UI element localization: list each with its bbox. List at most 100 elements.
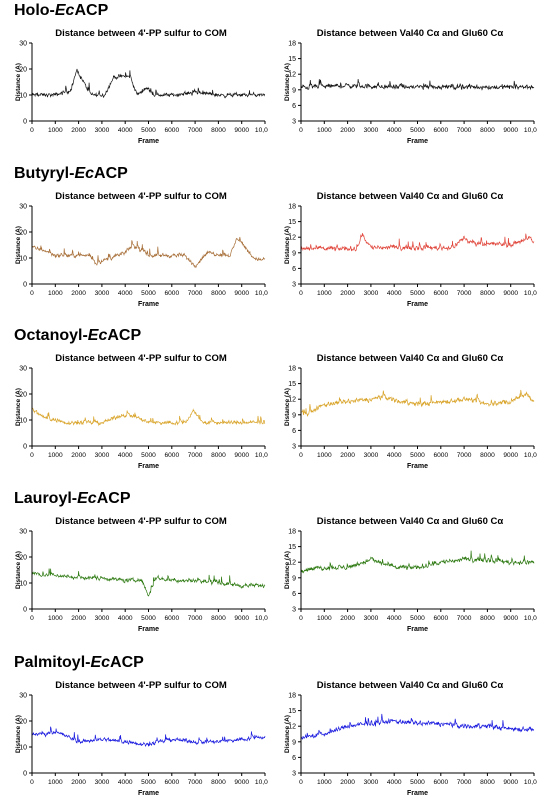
x-tick-label: 1000 xyxy=(48,615,63,622)
chart-svg: 0 10 20 30 0 1000 2000 3000 4000 5000 6000 7000 8000… xyxy=(15,529,268,634)
panel-val40-glu60: Distance between Val40 Cα and Glu60 Cα 3 6… xyxy=(283,516,537,646)
x-tick-label: 7000 xyxy=(457,779,472,786)
chart-svg: 3 6 9 12 15 18 0 1000 2000 3000 4000 5000 6000 7000 80… xyxy=(284,693,537,798)
x-tick-label: 3000 xyxy=(364,779,379,786)
x-tick-label: 6000 xyxy=(164,779,179,786)
y-axis-label: Distance (A) xyxy=(15,715,22,753)
y-axis-label: Distance (A) xyxy=(284,63,291,101)
x-tick-label: 9000 xyxy=(234,127,249,134)
x-tick-label: 3000 xyxy=(364,615,379,622)
section-title-suffix: ACP xyxy=(96,490,131,507)
y-tick-label: 30 xyxy=(19,366,27,373)
x-axis-label: Frame xyxy=(407,301,428,308)
chart-svg: 0 10 20 30 0 1000 2000 3000 4000 5000 6000 7000 8000… xyxy=(15,204,268,309)
x-tick-label: 3000 xyxy=(95,615,110,622)
x-tick-label: 9000 xyxy=(234,290,249,297)
x-tick-label: 7000 xyxy=(188,452,203,459)
chart-title: Distance between 4'-PP sulfur to COM xyxy=(55,28,227,39)
y-tick-label: 3 xyxy=(292,282,296,289)
x-tick-label: 0 xyxy=(30,452,34,459)
section-title: Lauroyl-EcACP xyxy=(14,490,130,508)
panel-val40-glu60: Distance between Val40 Cα and Glu60 Cα 3 6… xyxy=(283,191,537,321)
x-tick-label: 8000 xyxy=(480,127,495,134)
panel-val40-glu60: Distance between Val40 Cα and Glu60 Cα 3 6… xyxy=(283,353,537,483)
section-title-suffix: ACP xyxy=(107,327,142,344)
x-axis-label: Frame xyxy=(138,626,159,633)
x-tick-label: 10,000 xyxy=(255,452,268,459)
y-tick-label: 6 xyxy=(292,591,296,598)
x-tick-label: 2000 xyxy=(340,452,355,459)
x-tick-label: 4000 xyxy=(118,290,133,297)
x-tick-label: 6000 xyxy=(164,290,179,297)
x-axis-label: Frame xyxy=(407,463,428,470)
x-tick-label: 0 xyxy=(30,779,34,786)
x-tick-label: 10,000 xyxy=(255,615,268,622)
y-tick-label: 0 xyxy=(23,444,27,451)
chart-svg: 3 6 9 12 15 18 0 1000 2000 3000 4000 5000 6000 7000 80… xyxy=(284,366,537,471)
x-tick-label: 9000 xyxy=(503,127,518,134)
x-tick-label: 10,000 xyxy=(524,290,537,297)
y-tick-label: 0 xyxy=(23,607,27,614)
x-tick-label: 7000 xyxy=(188,615,203,622)
x-tick-label: 10,000 xyxy=(255,779,268,786)
y-tick-label: 18 xyxy=(288,41,296,48)
section-title-italic: Ec xyxy=(74,165,95,182)
x-tick-label: 9000 xyxy=(234,779,249,786)
series-line xyxy=(300,79,535,91)
chart-title: Distance between 4'-PP sulfur to COM xyxy=(55,516,227,527)
x-tick-label: 10,000 xyxy=(255,127,268,134)
y-tick-label: 12 xyxy=(288,560,296,567)
x-axis-label: Frame xyxy=(407,138,428,145)
y-tick-label: 3 xyxy=(292,119,296,126)
panel-sulfur-com: Distance between 4'-PP sulfur to COM 0 10 2… xyxy=(14,680,268,810)
x-tick-label: 8000 xyxy=(480,452,495,459)
x-tick-label: 1000 xyxy=(48,779,63,786)
series-line xyxy=(300,550,535,574)
series-line xyxy=(300,232,535,252)
x-tick-label: 7000 xyxy=(457,452,472,459)
y-tick-label: 30 xyxy=(19,41,27,48)
y-tick-label: 15 xyxy=(288,708,296,715)
y-axis-label: Distance (A) xyxy=(15,551,22,589)
x-tick-label: 4000 xyxy=(387,127,402,134)
y-tick-label: 12 xyxy=(288,72,296,79)
chart-svg: 3 6 9 12 15 18 0 1000 2000 3000 4000 5000 6000 7000 80… xyxy=(284,204,537,309)
x-tick-label: 3000 xyxy=(364,452,379,459)
x-tick-label: 0 xyxy=(299,779,303,786)
x-tick-label: 1000 xyxy=(317,452,332,459)
x-axis-label: Frame xyxy=(138,301,159,308)
x-tick-label: 6000 xyxy=(433,290,448,297)
x-tick-label: 0 xyxy=(299,615,303,622)
x-tick-label: 9000 xyxy=(234,452,249,459)
chart-svg: 3 6 9 12 15 18 0 1000 2000 3000 4000 5000 6000 7000 80… xyxy=(284,529,537,634)
y-tick-label: 10 xyxy=(19,581,27,588)
series-line xyxy=(31,68,266,99)
x-axis-label: Frame xyxy=(138,463,159,470)
series-line xyxy=(300,389,535,417)
x-tick-label: 8000 xyxy=(480,615,495,622)
section-title-italic: Ec xyxy=(90,654,111,671)
x-tick-label: 2000 xyxy=(340,779,355,786)
x-tick-label: 5000 xyxy=(410,779,425,786)
y-tick-label: 6 xyxy=(292,103,296,110)
y-tick-label: 20 xyxy=(19,392,27,399)
x-tick-label: 6000 xyxy=(433,127,448,134)
section-title-prefix: Octanoyl- xyxy=(14,327,88,344)
y-tick-label: 0 xyxy=(23,771,27,778)
chart-svg: 3 6 9 12 15 18 0 1000 2000 3000 4000 5000 6000 7000 80… xyxy=(284,41,537,146)
x-axis-label: Frame xyxy=(138,138,159,145)
y-tick-label: 10 xyxy=(19,418,27,425)
panel-sulfur-com: Distance between 4'-PP sulfur to COM 0 10 2… xyxy=(14,28,268,158)
section-title-italic: Ec xyxy=(87,327,108,344)
section-title: Octanoyl-EcACP xyxy=(14,327,141,345)
y-axis-label: Distance (A) xyxy=(284,551,291,589)
x-tick-label: 5000 xyxy=(141,127,156,134)
x-axis-label: Frame xyxy=(407,790,428,797)
x-tick-label: 5000 xyxy=(141,779,156,786)
x-tick-label: 7000 xyxy=(188,127,203,134)
y-tick-label: 10 xyxy=(19,93,27,100)
y-tick-label: 0 xyxy=(23,119,27,126)
series-line xyxy=(31,568,266,597)
x-tick-label: 9000 xyxy=(503,290,518,297)
y-tick-label: 12 xyxy=(288,235,296,242)
